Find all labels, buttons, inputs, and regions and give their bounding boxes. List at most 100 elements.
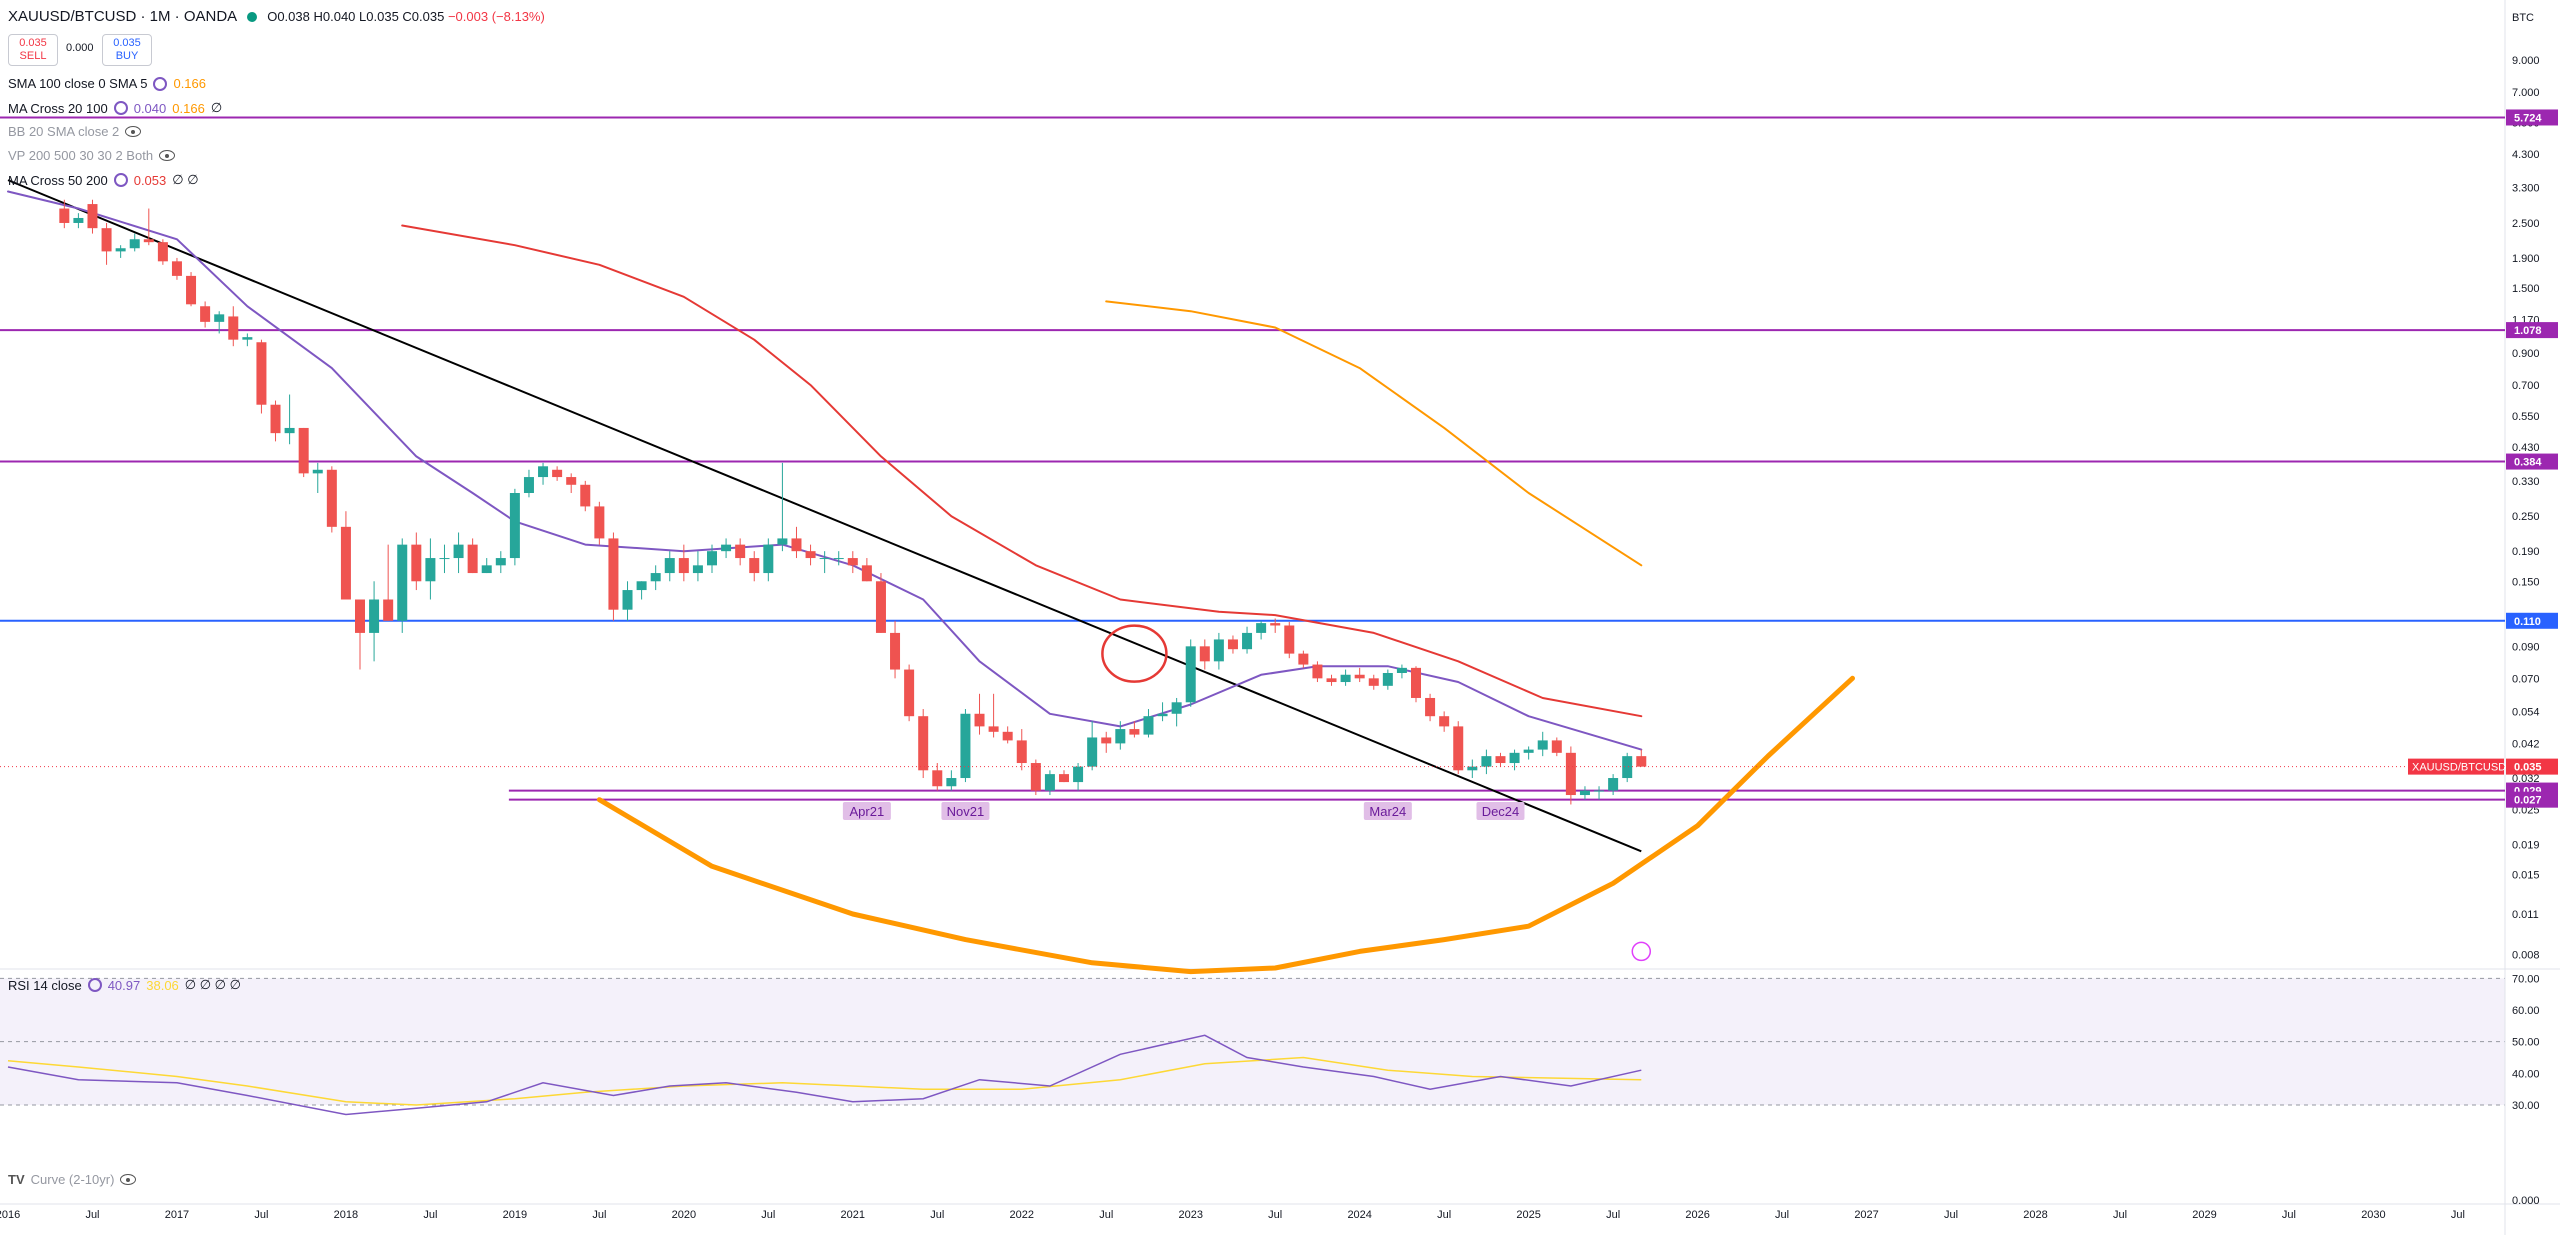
candle-body <box>988 726 999 732</box>
price-axis-tick: 4.300 <box>2512 149 2540 161</box>
date-axis-tick: Jul <box>85 1209 99 1221</box>
price-axis-tick: 0.070 <box>2512 673 2540 685</box>
candle-body <box>523 477 534 493</box>
indicator-legend-macross-50-200[interactable]: MA Cross 50 200 0.053 ∅ ∅ <box>8 172 199 188</box>
rsi-legend[interactable]: RSI 14 close 40.97 38.06 ∅ ∅ ∅ ∅ <box>8 977 241 993</box>
candle-body <box>833 558 844 560</box>
candle-body <box>1115 729 1126 744</box>
hidden-eye-icon[interactable] <box>120 1174 137 1185</box>
candle-body <box>87 204 98 229</box>
candle-body <box>129 239 140 249</box>
price-axis-tick: 0.015 <box>2512 870 2540 882</box>
date-axis-tick: 2017 <box>165 1209 189 1221</box>
indicator-legend-bb[interactable]: BB 20 SMA close 2 <box>8 124 142 139</box>
date-axis-tick: 2021 <box>841 1209 865 1221</box>
candle-body <box>805 551 816 559</box>
indicator-legend-sma100[interactable]: SMA 100 close 0 SMA 5 0.166 <box>8 76 206 91</box>
settings-icon[interactable] <box>113 173 128 187</box>
candle-body <box>383 599 394 621</box>
candle-body <box>1171 702 1182 714</box>
indicator-value-2: ∅ ∅ <box>172 172 199 187</box>
candle-body <box>1467 766 1478 771</box>
candle-body <box>707 551 717 566</box>
price-level-label: 5.724 <box>2514 112 2542 124</box>
rsi-label: RSI 14 close <box>8 977 82 993</box>
rsi-extra: ∅ ∅ ∅ ∅ <box>184 977 241 992</box>
settings-icon[interactable] <box>153 76 168 91</box>
sma100-orange-line <box>1105 300 1643 567</box>
date-axis-tick: 2022 <box>1010 1209 1034 1221</box>
candle-body <box>1002 731 1013 741</box>
candle-body <box>1354 674 1365 679</box>
date-axis-tick: Jul <box>761 1209 775 1221</box>
candle-body <box>298 427 309 474</box>
rsi-ma-line <box>7 1056 1642 1106</box>
candle-body <box>594 506 605 539</box>
candle-body <box>692 565 703 574</box>
candle-body <box>636 581 647 591</box>
price-axis-tick: 0.330 <box>2512 476 2540 488</box>
date-axis-tick: 2025 <box>1516 1209 1540 1221</box>
price-axis-tick: 0.900 <box>2512 348 2540 360</box>
date-axis-tick: 2026 <box>1685 1209 1709 1221</box>
candle-body <box>932 770 943 787</box>
candle-body <box>1495 756 1506 764</box>
candle-body <box>552 469 563 478</box>
annotation-bg <box>842 802 891 821</box>
candle-body <box>960 713 971 779</box>
indicator-legend-macross-20-100[interactable]: MA Cross 20 100 0.040 0.166 ∅ <box>8 100 222 116</box>
last-price-name-bg <box>2408 758 2504 775</box>
price-level-label-bg <box>2506 453 2558 470</box>
date-axis-tick: 2030 <box>2361 1209 2385 1221</box>
buy-button[interactable]: 0.035 BUY <box>102 34 152 66</box>
candle-body <box>270 404 281 434</box>
candle-body <box>1509 752 1520 764</box>
candle-body <box>1523 749 1534 753</box>
date-axis-tick: Jul <box>1268 1209 1282 1221</box>
buy-label: BUY <box>115 50 139 62</box>
candle-body <box>1608 778 1619 791</box>
candle-body <box>735 544 746 559</box>
candle-body <box>411 544 422 582</box>
candle-body <box>847 558 858 566</box>
annotation-label: Mar24 <box>1369 804 1406 819</box>
curve-legend[interactable]: TV Curve (2-10yr) <box>8 1172 137 1187</box>
candle-body <box>749 558 760 574</box>
price-axis-tick: 0.250 <box>2512 511 2540 523</box>
indicator-value: 0.166 <box>173 76 207 91</box>
candle-body <box>777 538 788 545</box>
ohlc-values: O0.038 H0.040 L0.035 C0.035 −0.003 (−8.1… <box>267 9 545 24</box>
settings-icon[interactable] <box>87 978 102 992</box>
candle-body <box>214 314 225 322</box>
hidden-eye-icon[interactable] <box>159 150 176 161</box>
hidden-eye-icon[interactable] <box>125 126 142 137</box>
date-axis-tick: 2019 <box>503 1209 527 1221</box>
sell-button[interactable]: 0.035 SELL <box>8 34 58 66</box>
candle-body <box>1382 672 1393 686</box>
candle-body <box>186 275 197 305</box>
date-axis-tick: Jul <box>2282 1209 2296 1221</box>
settings-icon[interactable] <box>113 101 128 115</box>
curve-label: Curve (2-10yr) <box>30 1172 115 1187</box>
indicator-legend-vp[interactable]: VP 200 500 30 30 2 Both <box>8 148 176 163</box>
date-axis-tick: Jul <box>1775 1209 1789 1221</box>
candle-body <box>73 217 84 223</box>
price-axis-tick: 1.900 <box>2512 253 2540 265</box>
candle-body <box>1326 678 1337 683</box>
candle-body <box>1059 774 1069 783</box>
date-axis-tick: Jul <box>254 1209 268 1221</box>
symbol-title[interactable]: XAUUSD/BTCUSD · 1M · OANDA <box>8 8 238 25</box>
candle-body <box>875 581 886 633</box>
candle-body <box>1101 737 1112 744</box>
candle-body <box>1143 716 1154 735</box>
candle-body <box>664 558 675 574</box>
candle-body <box>1284 625 1295 654</box>
candle-body <box>467 544 478 574</box>
candle-body <box>608 538 619 610</box>
ohlc-low: L0.035 <box>359 9 399 24</box>
candle-body <box>1270 623 1281 626</box>
price-level-label-bg <box>2506 322 2558 339</box>
date-axis-tick: 2023 <box>1178 1209 1202 1221</box>
annotation-label: Nov21 <box>947 804 985 819</box>
